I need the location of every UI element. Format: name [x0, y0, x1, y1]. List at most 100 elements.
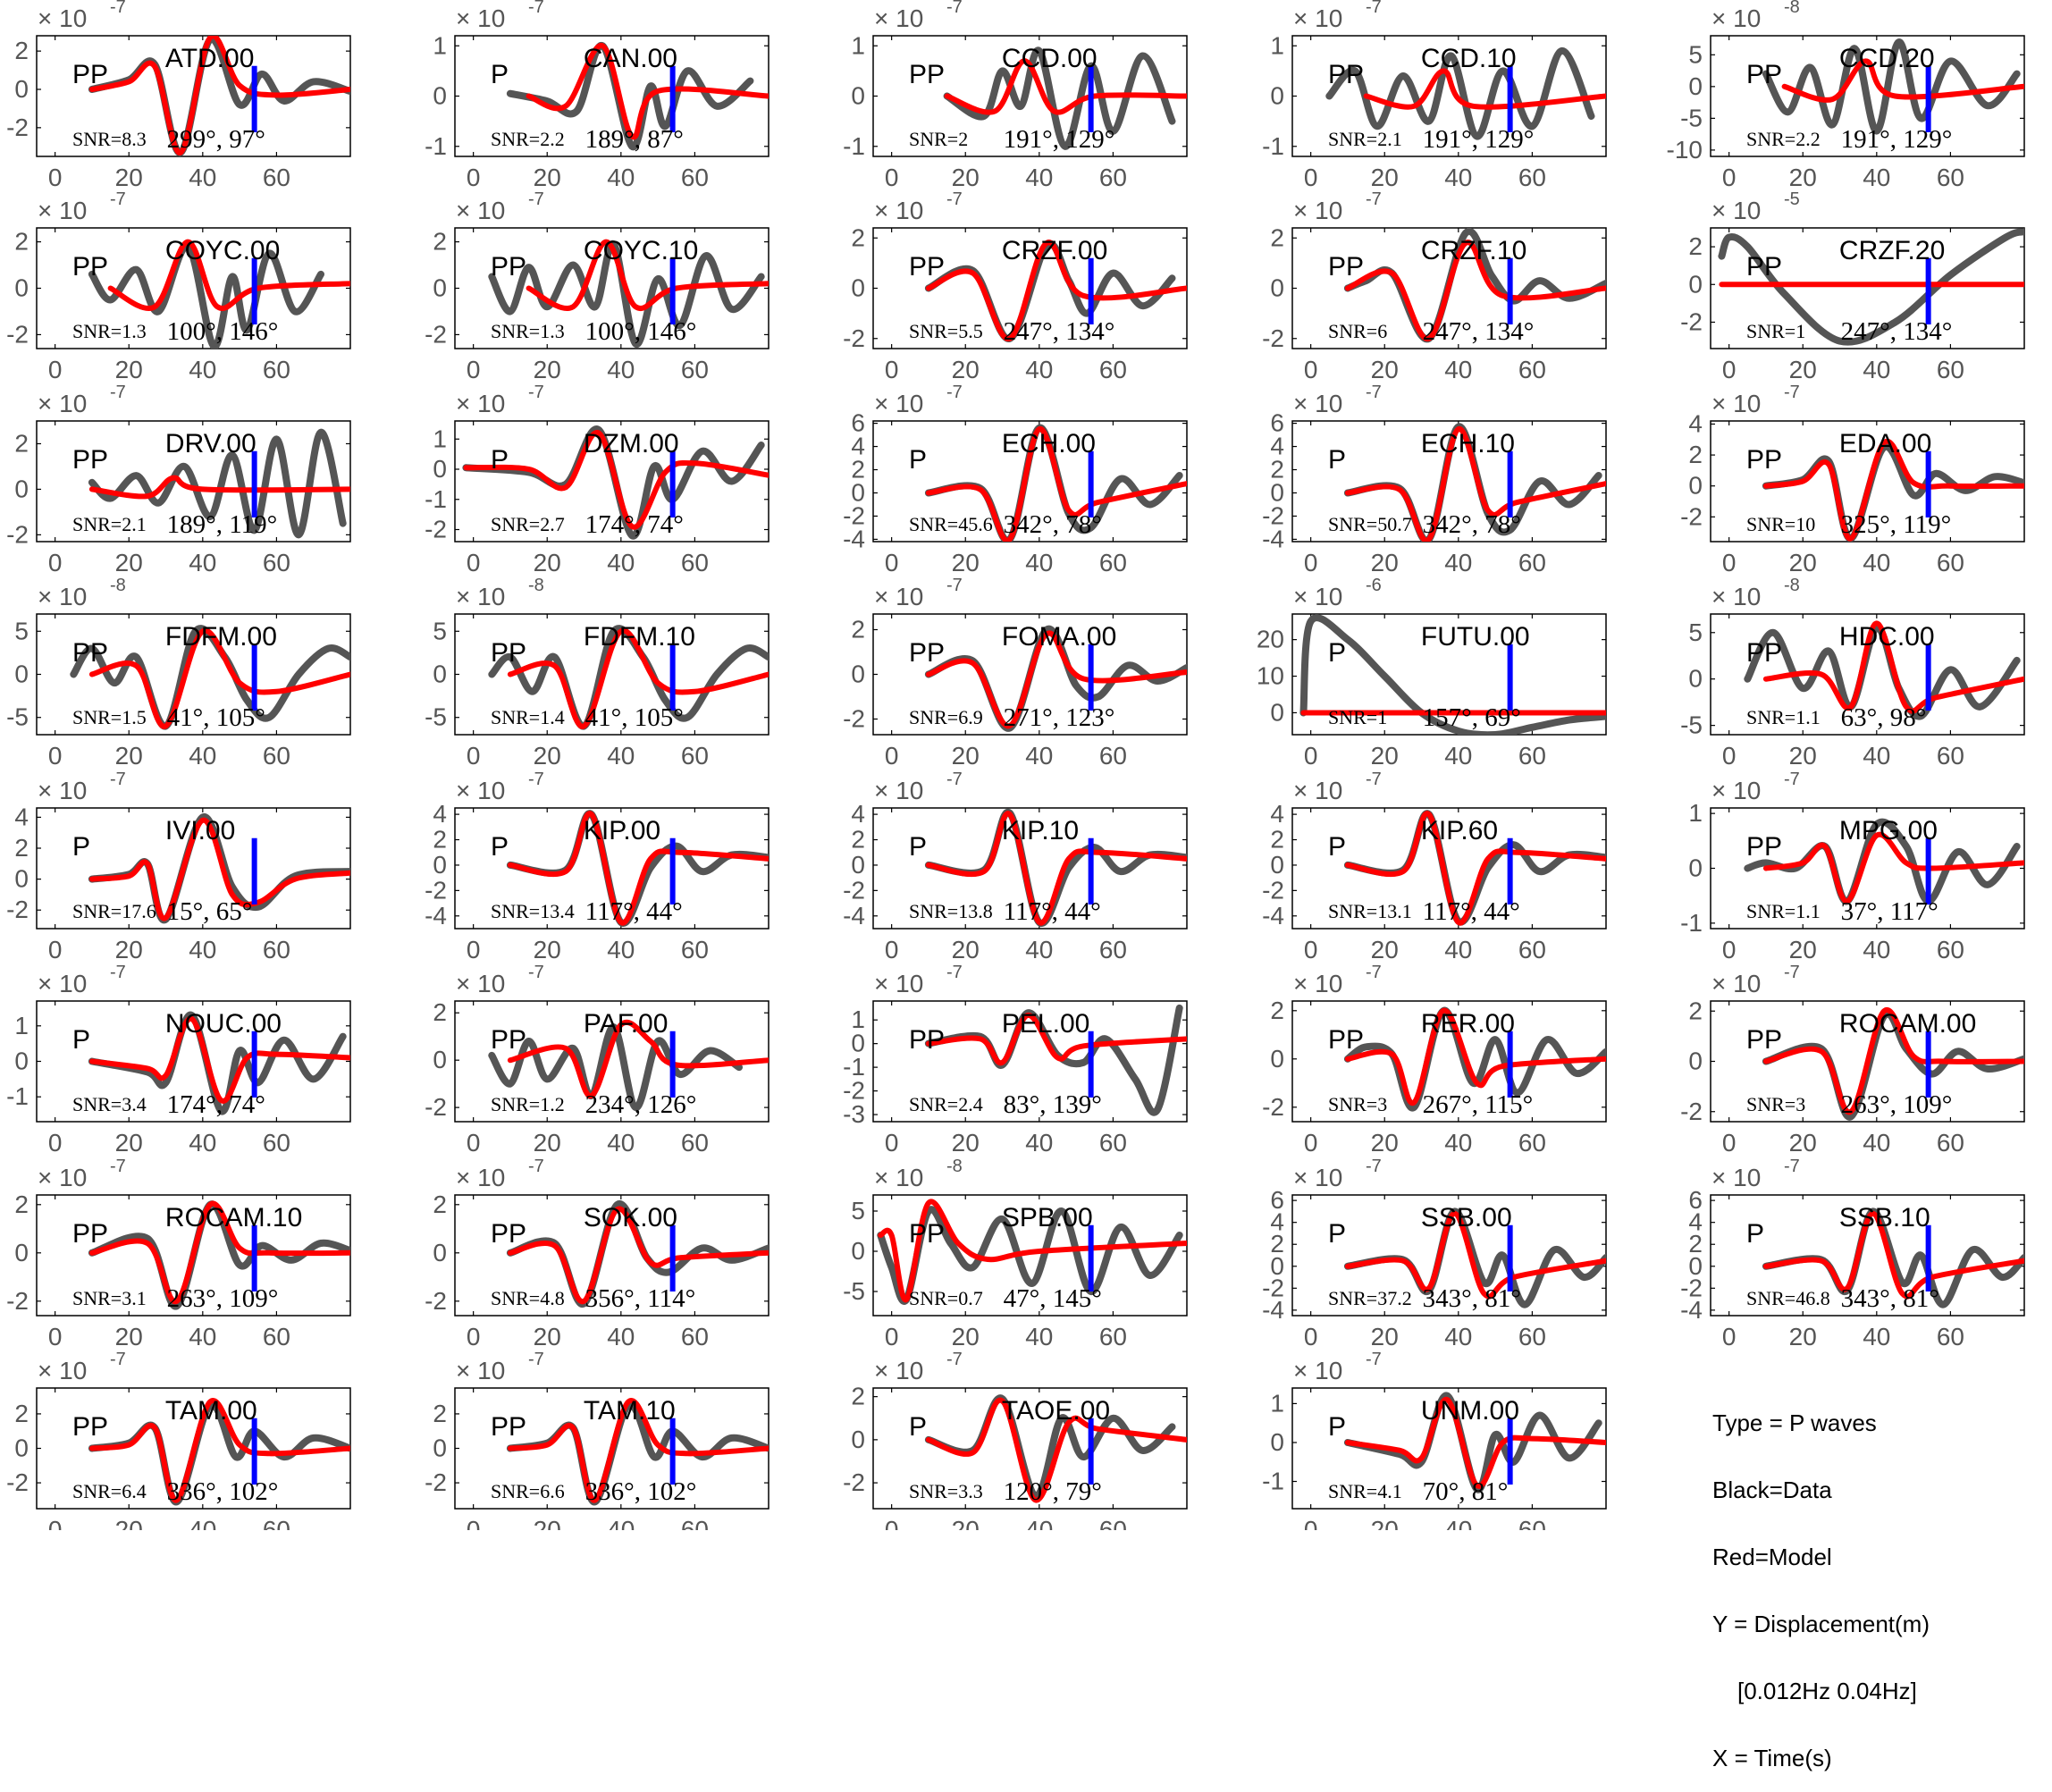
axes-box — [872, 1194, 1188, 1317]
x-tick-label: 60 — [1937, 1129, 1964, 1157]
snr-label: SNR=1.1 — [1746, 900, 1821, 922]
x-tick-label: 40 — [1444, 936, 1472, 963]
model-trace — [925, 630, 1187, 729]
y-tick-label: 4 — [14, 803, 29, 830]
y-tick-label: -5 — [425, 703, 447, 731]
y-tick-label: -2 — [425, 1287, 447, 1315]
x-tick-label: 20 — [534, 742, 561, 770]
station-label: ECH.00 — [1002, 429, 1096, 459]
x-tick-label: 40 — [1025, 356, 1053, 383]
y-exponent-label: × 10 — [38, 583, 87, 610]
y-tick-label: 5 — [14, 617, 29, 644]
x-tick-label: 60 — [1099, 936, 1127, 963]
station-label: SOK.00 — [584, 1203, 677, 1233]
y-tick-label: 0 — [433, 82, 447, 110]
snr-label: SNR=13.4 — [491, 900, 575, 922]
azimuth-label: 100°, 146° — [167, 317, 279, 346]
model-trace — [507, 1020, 769, 1098]
phase-label: PP — [1746, 252, 1782, 282]
y-tick-label: 4 — [851, 433, 865, 460]
station-label: ATD.00 — [165, 44, 254, 73]
x-tick-label: 0 — [1722, 742, 1737, 770]
y-tick-label: 4 — [1270, 433, 1284, 460]
panel-drv-00: 0 20 40 60 -2 0 2 × 10 -7 DRV.00 PP SNR=2.1 189°, 11… — [6, 383, 351, 576]
y-tick-label: 0 — [851, 660, 865, 688]
phase-label: P — [1328, 1412, 1346, 1442]
x-tick-label: 60 — [1937, 356, 1964, 383]
snr-label: SNR=4.8 — [491, 1287, 565, 1309]
x-tick-label: 60 — [1518, 1129, 1546, 1157]
station-label: SSB.00 — [1421, 1203, 1512, 1233]
y-tick-label: -1 — [843, 132, 865, 160]
y-tick-label: 20 — [1257, 626, 1284, 653]
azimuth-label: 117°, 44° — [1423, 897, 1520, 926]
x-tick-label: 0 — [885, 356, 899, 383]
x-tick-label: 0 — [1304, 1129, 1318, 1157]
y-tick-label: 0 — [851, 1030, 865, 1057]
y-exponent-power: -7 — [1784, 1157, 1800, 1176]
y-exponent-power: -7 — [528, 189, 544, 209]
y-exponent-power: -7 — [1366, 383, 1382, 402]
x-tick-label: 0 — [1722, 1323, 1737, 1350]
x-tick-label: 60 — [1099, 356, 1127, 383]
x-tick-label: 60 — [1099, 1516, 1127, 1530]
axes-box — [1291, 807, 1607, 930]
phase-label: P — [1328, 445, 1346, 475]
x-tick-label: 40 — [607, 356, 635, 383]
y-exponent-label: × 10 — [456, 583, 505, 610]
y-tick-label: 0 — [1688, 72, 1703, 100]
y-tick-label: -2 — [6, 1468, 29, 1496]
y-exponent-power: -7 — [110, 383, 126, 402]
y-exponent-label: × 10 — [1293, 197, 1342, 224]
y-tick-label: 2 — [1270, 997, 1284, 1024]
snr-label: SNR=46.8 — [1746, 1287, 1830, 1309]
y-tick-label: 0 — [1688, 1047, 1703, 1075]
azimuth-label: 247°, 134° — [1841, 317, 1953, 346]
y-tick-label: 0 — [1270, 1428, 1284, 1456]
model-trace — [1762, 438, 2024, 542]
x-tick-label: 0 — [48, 1129, 63, 1157]
y-exponent-power: -7 — [528, 963, 544, 982]
station-label: ECH.10 — [1421, 429, 1515, 459]
azimuth-label: 267°, 115° — [1423, 1090, 1534, 1119]
station-label: CCD.00 — [1002, 44, 1097, 73]
x-tick-label: 40 — [607, 1516, 635, 1530]
y-exponent-label: × 10 — [456, 1357, 505, 1384]
x-tick-label: 20 — [115, 1516, 143, 1530]
panel-atd-00: 0 20 40 60 -2 0 2 × 10 -7 ATD.00 PP SNR=8.3 299°, 97… — [6, 0, 351, 191]
model-trace — [925, 1397, 1187, 1503]
model-trace — [1363, 68, 1606, 110]
y-tick-label: 0 — [433, 660, 447, 688]
y-exponent-power: -7 — [1366, 1350, 1382, 1369]
panel-rer-00: 0 20 40 60 -2 0 2 × 10 -7 RER.00 PP SNR=3 267°, 115° — [1262, 963, 1607, 1157]
station-label: CAN.00 — [584, 44, 677, 73]
y-tick-label: 5 — [1688, 40, 1703, 68]
y-tick-label: -5 — [1680, 104, 1703, 131]
y-tick-label: -2 — [1262, 1274, 1284, 1301]
y-exponent-label: × 10 — [1293, 4, 1342, 32]
x-tick-label: 60 — [1518, 1323, 1546, 1350]
y-exponent-label: × 10 — [874, 1164, 923, 1191]
x-tick-label: 20 — [952, 164, 980, 191]
x-tick-label: 60 — [1937, 742, 1964, 770]
x-tick-label: 0 — [1304, 549, 1318, 576]
snr-label: SNR=3 — [1746, 1093, 1805, 1115]
x-tick-label: 0 — [1304, 742, 1318, 770]
data-trace — [1762, 38, 2021, 135]
snr-label: SNR=6 — [1328, 320, 1387, 342]
y-exponent-label: × 10 — [1711, 777, 1761, 804]
y-tick-label: 2 — [1688, 997, 1703, 1024]
x-tick-label: 20 — [115, 164, 143, 191]
model-trace — [1762, 620, 2024, 714]
x-tick-label: 40 — [607, 549, 635, 576]
panel-paf-00: 0 20 40 60 -2 0 2 × 10 -7 PAF.00 PP SNR=1.2 234°, 12… — [425, 963, 770, 1157]
y-tick-label: 1 — [1688, 799, 1703, 827]
x-tick-label: 40 — [189, 164, 216, 191]
data-trace — [1299, 614, 1606, 735]
y-tick-label: -1 — [1262, 132, 1284, 160]
panel-ccd-00: 0 20 40 60 -1 0 1 × 10 -7 CCD.00 PP SNR=2 191°, 129° — [843, 0, 1188, 191]
x-tick-label: 60 — [1518, 549, 1546, 576]
x-tick-label: 20 — [534, 1323, 561, 1350]
x-tick-label: 40 — [607, 1129, 635, 1157]
